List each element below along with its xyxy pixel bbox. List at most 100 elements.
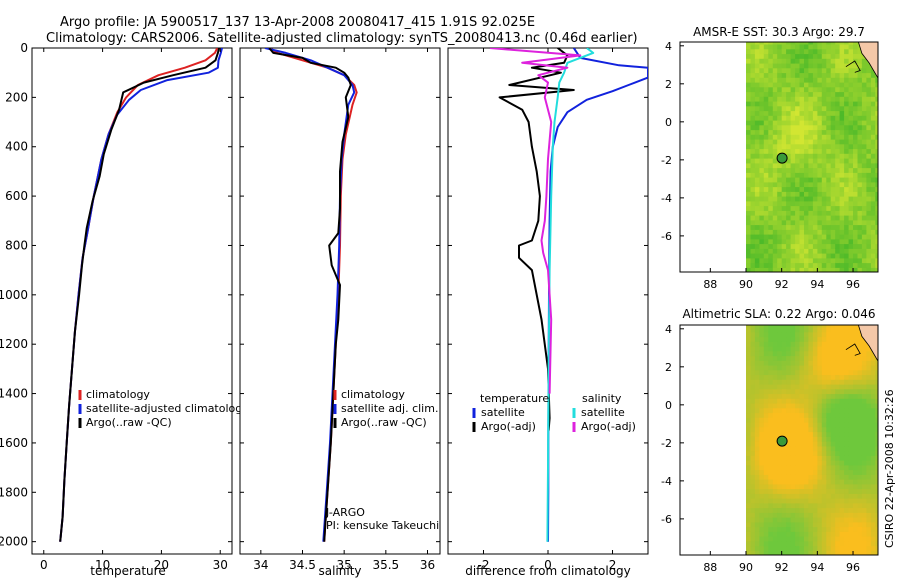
salinity-xtick-label: 34.5 [289,558,316,572]
sla_map-cell [786,407,792,414]
sst_map-cell [817,110,823,116]
sst_map-cell [750,77,756,83]
sla_map-cell [786,526,792,532]
sla_map-cell [830,545,836,551]
sla_map-cell [754,479,760,485]
sst_map-cell [861,86,867,93]
sla_map-cell [853,350,859,357]
sst_map-cell [754,67,760,74]
sla_map-cell [799,526,805,532]
sst_map-cell [786,229,792,235]
sst_map-cell [875,181,878,188]
sst_map-cell [839,72,845,78]
sla_map-cell [768,540,774,547]
sla_map-cell [870,364,876,371]
sst_map-cell [808,167,814,173]
sst_map-cell [875,134,878,140]
sla-heatmap [746,325,878,555]
sla_map-cell [768,460,774,466]
sla_map-cell [826,417,832,423]
sst_map-cell [821,257,827,264]
sla_map-cell [830,336,836,342]
sst_map-cell [795,153,801,159]
sst_map-cell [861,148,867,154]
sla_map-cell [799,388,805,395]
sla_map-cell [821,379,827,385]
sst_map-cell [817,77,823,83]
sla_map-cell [835,445,841,452]
sst_map-cell [870,119,876,126]
sla_map-cell [812,550,818,555]
sst_map-cell [786,81,792,88]
sst_map-cell [870,143,876,150]
sla_map-cell [817,545,823,551]
sst_map-cell [759,162,765,169]
sla_map-cell [821,526,827,532]
jargo-annotation: J-ARGO [325,506,365,519]
sla_map-cell [826,498,832,504]
sla_map-cell [857,540,863,547]
sst_map-cell [795,62,801,69]
sst_map-cell [848,210,854,216]
sla_map-cell [866,417,872,423]
sst_map-cell [768,267,774,272]
sst_map-cell [781,181,787,188]
sla_map-cell [799,325,805,328]
sst_map-cell [768,257,774,264]
sla_map-cell [830,341,836,347]
sla_map-cell [786,450,792,456]
sst_map-cell [826,210,832,216]
sst_map-cell [790,48,796,55]
sla_map-cell [830,325,836,328]
sla_map-cell [812,521,818,528]
sst_map-cell [839,229,845,235]
sla_map-cell [861,469,867,475]
sla_map-cell [835,369,841,376]
sla_map-cell [848,402,854,409]
sla_map-cell [870,379,876,385]
sla_map-cell [790,345,796,352]
sst_map-cell [839,105,845,112]
depth-tick-label: 1200 [0,337,28,351]
sst_map-cell [835,262,841,268]
sst_map-cell [750,72,756,78]
sla_map-cell [839,398,845,404]
sst_map-cell [817,96,823,102]
sla_map-cell [853,379,859,385]
sla_map-cell [866,426,872,433]
sst_map-cell [746,58,752,64]
salinity-legend-label: satellite adj. clim. [341,402,438,415]
sla_map-cell [768,383,774,390]
sst_map-cell [786,181,792,188]
sst_map-cell [857,177,863,183]
sla_map-cell [870,355,876,361]
sst_map-cell [754,72,760,78]
sla_map-cell [835,364,841,371]
sla_map-cell [826,550,832,555]
sla_map-cell [759,326,765,333]
sst_map-cell [844,253,850,259]
sla_map-cell [772,326,778,333]
sst_map-cell [866,143,872,150]
sla_map-cell [812,374,818,380]
sla_map-cell [835,436,841,442]
sst_map-cell [795,148,801,154]
sla_map-cell [844,350,850,357]
sla_map-cell [870,474,876,480]
sla_map-cell [768,393,774,399]
sla_map-cell [870,512,876,518]
sst_map-cell [875,77,878,83]
sst_map-cell [746,257,752,264]
sst_map-cell [875,234,878,240]
sla_map-cell [821,536,827,542]
sst_map-cell [821,119,827,126]
sla_map-cell [821,502,827,509]
sla_map-cell [808,407,814,414]
sla_map-cell [768,379,774,385]
sst_map-cell [808,248,814,254]
sst_map-cell [830,67,836,74]
sst_map-cell [781,81,787,88]
sst_map-cell [844,215,850,221]
sla_map-cell [750,450,756,456]
sst_map-cell [870,77,876,83]
